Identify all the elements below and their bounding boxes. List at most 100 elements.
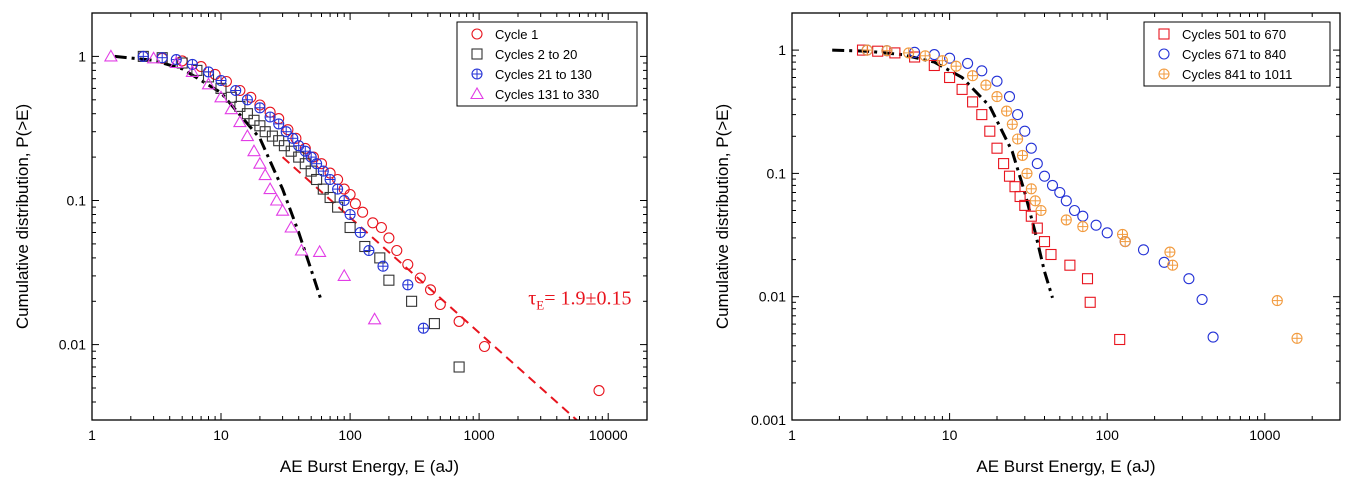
data-point (1207, 331, 1219, 343)
data-point (224, 102, 239, 115)
data-point (919, 50, 931, 62)
data-point (889, 47, 901, 59)
data-point (903, 47, 915, 59)
data-point (391, 244, 403, 257)
legend-label: Cycles 131 to 330 (495, 87, 599, 102)
data-point (991, 91, 1003, 103)
data-point (137, 50, 149, 62)
data-point (344, 221, 356, 234)
data-point (962, 57, 974, 69)
data-point (169, 55, 184, 69)
data-point (1064, 259, 1076, 271)
data-point (284, 220, 299, 233)
data-point (185, 64, 200, 77)
legend: Cycles 501 to 670 Cycles 671 to 840 Cycles… (1143, 21, 1331, 87)
plot-frame (91, 12, 648, 421)
data-point (367, 312, 382, 325)
data-point (984, 125, 996, 137)
x-tick-label: 10 (213, 427, 229, 443)
data-point (383, 232, 395, 244)
data-point (1077, 221, 1089, 233)
legend-label: Cycles 671 to 840 (1182, 47, 1286, 62)
data-point (1019, 199, 1031, 211)
data-point (332, 183, 344, 195)
data-point (980, 79, 992, 91)
legend-marker (471, 68, 483, 80)
data-point (593, 385, 605, 397)
data-point (317, 183, 329, 195)
data-point (1035, 204, 1047, 217)
data-point (1021, 167, 1033, 179)
series-3 (861, 44, 1303, 344)
data-point (201, 77, 216, 90)
data-point (991, 142, 1003, 154)
data-point (1137, 244, 1150, 256)
data-point (944, 52, 956, 64)
y-axis-label: Cumulative distribution, P(>E) (13, 104, 32, 329)
data-point (1001, 105, 1013, 117)
data-point (357, 206, 369, 218)
data-point (241, 94, 253, 106)
data-point (275, 203, 290, 216)
data-point (1271, 295, 1283, 307)
data-point (434, 298, 446, 311)
data-point (1025, 210, 1037, 222)
y-axis-label: Cumulative distribution, P(>E) (713, 104, 732, 329)
data-point (311, 158, 323, 170)
data-point (344, 208, 356, 221)
data-point (195, 61, 207, 73)
data-point (1029, 195, 1041, 207)
data-point (1038, 236, 1051, 248)
data-point (294, 243, 309, 256)
cutoff-fit-line (832, 48, 1054, 299)
series-3 (137, 50, 429, 334)
data-point (240, 128, 255, 142)
data-point (285, 145, 297, 157)
data-point (241, 108, 253, 120)
data-point (1164, 246, 1176, 258)
data-point (280, 126, 292, 138)
legend-marker (1158, 28, 1170, 40)
left-panel: 1 10 100 1000 10000 1 0.1 0.01 AE Burst Energy, … (13, 12, 648, 476)
data-point (1090, 219, 1102, 231)
data-point (402, 258, 414, 271)
data-point (299, 158, 311, 170)
series-1 (856, 44, 1126, 346)
data-point (252, 156, 267, 169)
data-point (414, 272, 426, 284)
data-point (928, 59, 940, 72)
data-point (1291, 332, 1303, 344)
data-point (1012, 109, 1024, 121)
data-point (956, 83, 968, 95)
data-point (976, 109, 988, 121)
data-point (1038, 170, 1051, 182)
annotation-exponent: τE= 1.9±0.15 (528, 288, 631, 313)
data-point (944, 71, 956, 84)
data-point (287, 132, 299, 144)
data-point (338, 194, 350, 207)
data-point (367, 217, 379, 229)
data-point (967, 70, 979, 82)
data-point (402, 279, 414, 291)
data-point (282, 124, 294, 136)
annotation-sub: E (536, 298, 544, 313)
data-point (363, 244, 375, 257)
legend-marker (1158, 68, 1170, 80)
data-point (909, 51, 921, 63)
data-point (928, 49, 940, 61)
data-point (311, 173, 323, 186)
right-panel: 1 10 100 1000 1 0.1 0.01 0.001 AE Burst Energy, … (713, 12, 1341, 476)
series-2 (137, 50, 465, 373)
data-point (359, 240, 371, 253)
data-point (247, 144, 261, 157)
data-point (478, 340, 491, 353)
data-point (202, 66, 215, 78)
data-point (1167, 259, 1179, 271)
data-point (324, 173, 336, 186)
data-point (1012, 133, 1024, 145)
y-tick-label: 0.1 (767, 165, 787, 181)
data-point (1196, 293, 1208, 306)
data-point (209, 68, 221, 80)
data-point (1003, 170, 1016, 182)
